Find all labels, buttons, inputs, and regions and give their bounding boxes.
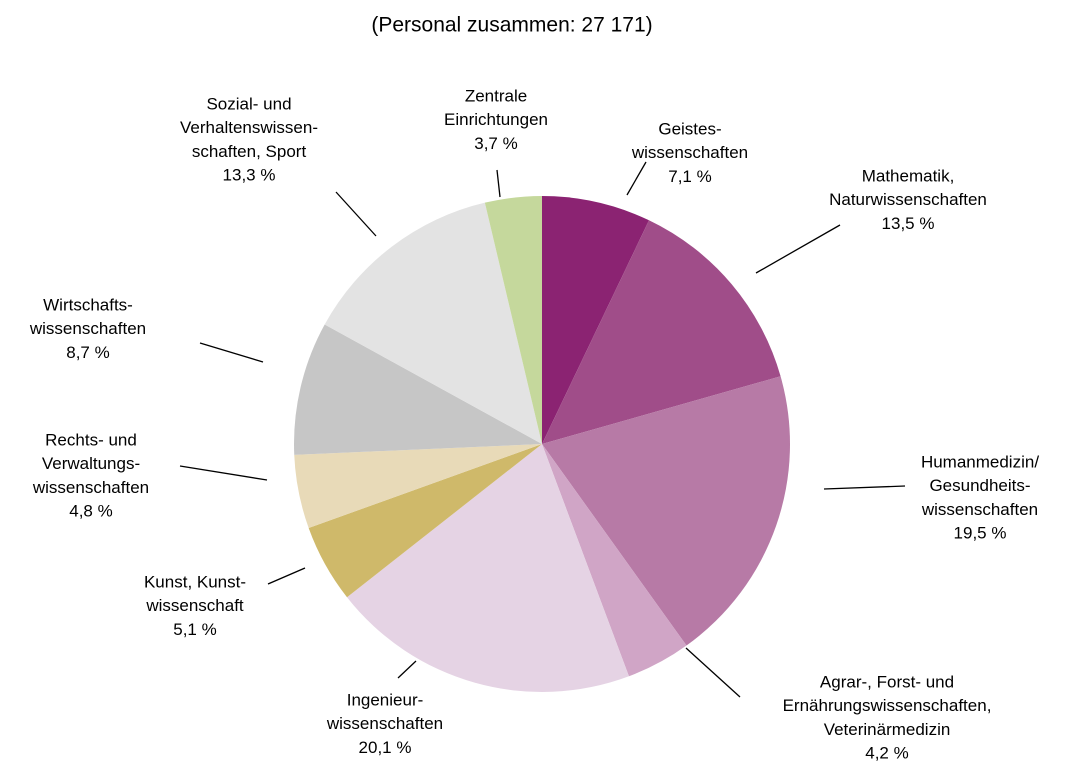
pie-slice: [294, 324, 542, 455]
leader-line: [626, 161, 647, 196]
value-label: 7,1 %: [668, 167, 711, 186]
pie-slice: [347, 444, 629, 692]
slice-label: Rechts- und: [45, 430, 137, 449]
slice-label: wissenschaften: [631, 143, 748, 162]
value-label: 19,5 %: [954, 524, 1007, 543]
leader-line: [755, 224, 841, 274]
pie-slice: [542, 196, 650, 444]
slice-label: Veterinärmedizin: [824, 720, 951, 739]
pie-slice: [542, 220, 781, 444]
slice-label: Wirtschafts-: [43, 295, 133, 314]
pie-slice: [542, 376, 790, 646]
leader-line: [199, 342, 264, 363]
leader-line: [496, 169, 501, 198]
slice-label: Geistes-: [658, 119, 721, 138]
slice-label: Naturwissenschaften: [829, 190, 987, 209]
slice-label: Zentrale: [465, 86, 527, 105]
chart-title: (Personal zusammen: 27 171): [371, 14, 652, 37]
leader-line: [823, 485, 906, 490]
value-label: 13,5 %: [882, 214, 935, 233]
slice-label: Sozial- und: [206, 94, 291, 113]
slice-label: wissenschaften: [29, 319, 146, 338]
pie-slice: [484, 196, 542, 444]
slice-label: Verwaltungs-: [42, 454, 140, 473]
value-label: 3,7 %: [474, 134, 517, 153]
slice-label: wissenschaften: [326, 714, 443, 733]
slice-label: wissenschaften: [32, 478, 149, 497]
slice-label: Mathematik,: [862, 166, 955, 185]
slice-label: Ingenieur-: [347, 690, 424, 709]
pie-slice: [308, 444, 542, 598]
slice-label: Verhaltenswissen-: [180, 118, 318, 137]
pie-slice: [324, 202, 542, 444]
slice-label: schaften, Sport: [192, 142, 307, 161]
slice-label: wissenschaften: [921, 500, 1038, 519]
value-label: 8,7 %: [66, 343, 109, 362]
leader-line: [397, 660, 417, 679]
slice-label: Kunst, Kunst-: [144, 572, 246, 591]
slice-label: wissenschaft: [145, 596, 244, 615]
slice-label: Ernährungswissenschaften,: [783, 696, 992, 715]
leader-line: [685, 647, 741, 698]
value-label: 4,2 %: [865, 744, 908, 763]
slice-label: Gesundheits-: [929, 476, 1030, 495]
leader-line: [179, 465, 268, 481]
slice-label: Humanmedizin/: [921, 452, 1039, 471]
value-label: 20,1 %: [359, 738, 412, 757]
slice-label: Einrichtungen: [444, 110, 548, 129]
value-label: 4,8 %: [69, 502, 112, 521]
leader-line: [335, 191, 377, 237]
leader-line: [267, 567, 306, 585]
slice-label: Agrar-, Forst- und: [820, 672, 954, 691]
pie-slice: [542, 444, 687, 677]
value-label: 13,3 %: [223, 166, 276, 185]
value-label: 5,1 %: [173, 620, 216, 639]
pie-slice: [294, 444, 542, 529]
